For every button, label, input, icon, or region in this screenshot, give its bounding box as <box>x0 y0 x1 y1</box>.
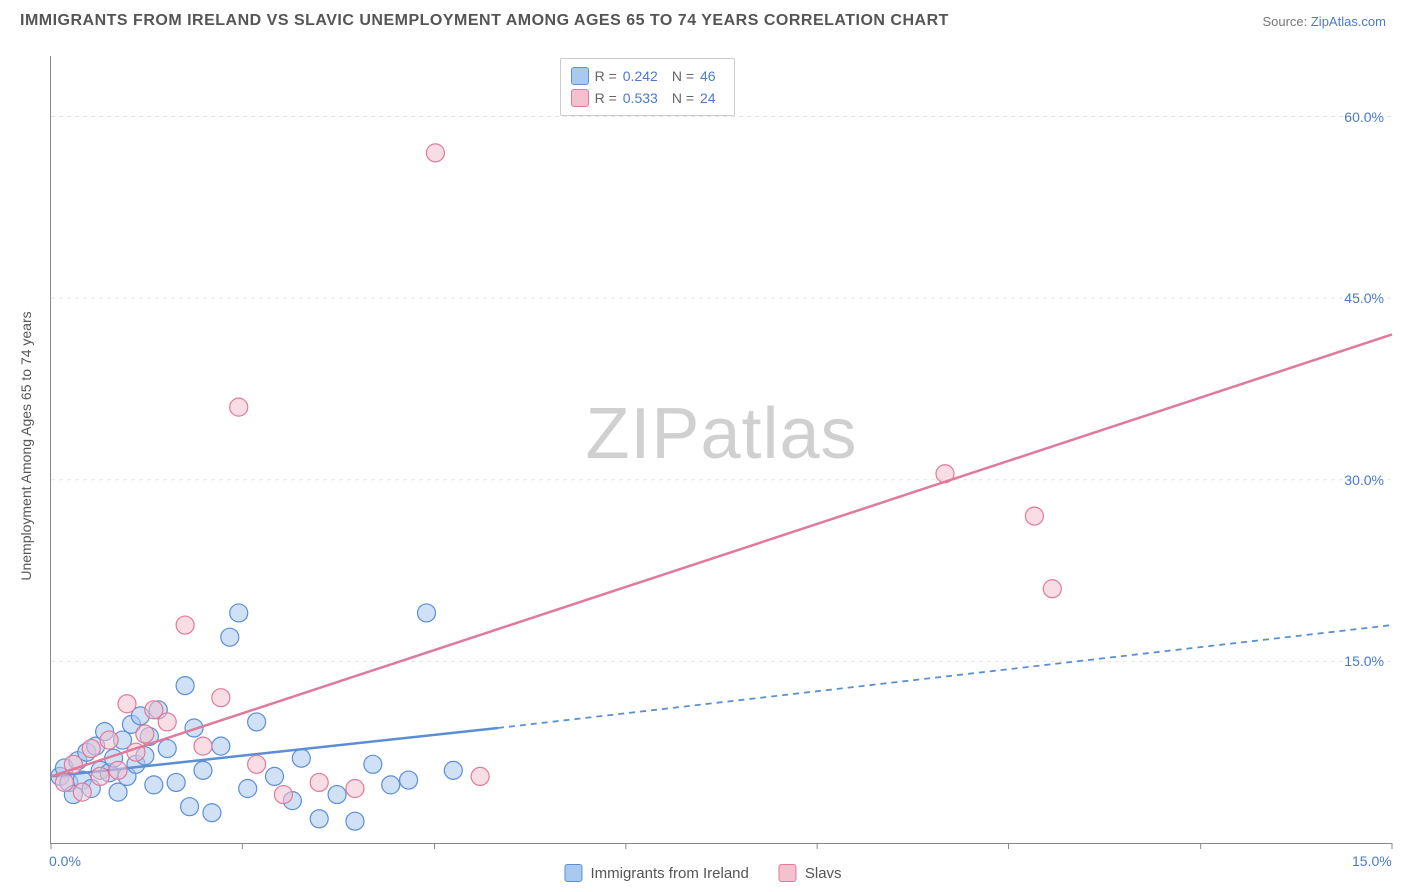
legend-swatch <box>571 89 589 107</box>
legend-item: Immigrants from Ireland <box>564 864 748 882</box>
legend-swatch <box>779 864 797 882</box>
legend-label: Slavs <box>805 865 842 882</box>
y-tick-label: 60.0% <box>1344 109 1384 125</box>
chart-container: IMMIGRANTS FROM IRELAND VS SLAVIC UNEMPL… <box>0 0 1406 892</box>
chart-svg <box>51 56 1392 843</box>
legend-label: Immigrants from Ireland <box>590 865 748 882</box>
y-tick-label: 15.0% <box>1344 653 1384 669</box>
y-axis-label: Unemployment Among Ages 65 to 74 years <box>18 246 34 646</box>
y-tick-label: 45.0% <box>1344 290 1384 306</box>
y-tick-label: 30.0% <box>1344 472 1384 488</box>
source-prefix: Source: <box>1262 14 1310 29</box>
x-tick-label: 15.0% <box>1352 853 1392 869</box>
legend-correlation: R =0.242N =46R =0.533N =24 <box>560 58 735 116</box>
legend-item: Slavs <box>779 864 842 882</box>
chart-title: IMMIGRANTS FROM IRELAND VS SLAVIC UNEMPL… <box>20 12 949 30</box>
source-attribution: Source: ZipAtlas.com <box>1262 14 1386 29</box>
legend-bottom: Immigrants from Ireland Slavs <box>564 864 841 882</box>
source-link[interactable]: ZipAtlas.com <box>1311 14 1386 29</box>
x-tick-label: 0.0% <box>49 853 81 869</box>
legend-swatch <box>564 864 582 882</box>
legend-swatch <box>571 67 589 85</box>
plot-area: ZIPatlas 15.0%30.0%45.0%60.0%0.0%15.0% <box>50 56 1392 844</box>
